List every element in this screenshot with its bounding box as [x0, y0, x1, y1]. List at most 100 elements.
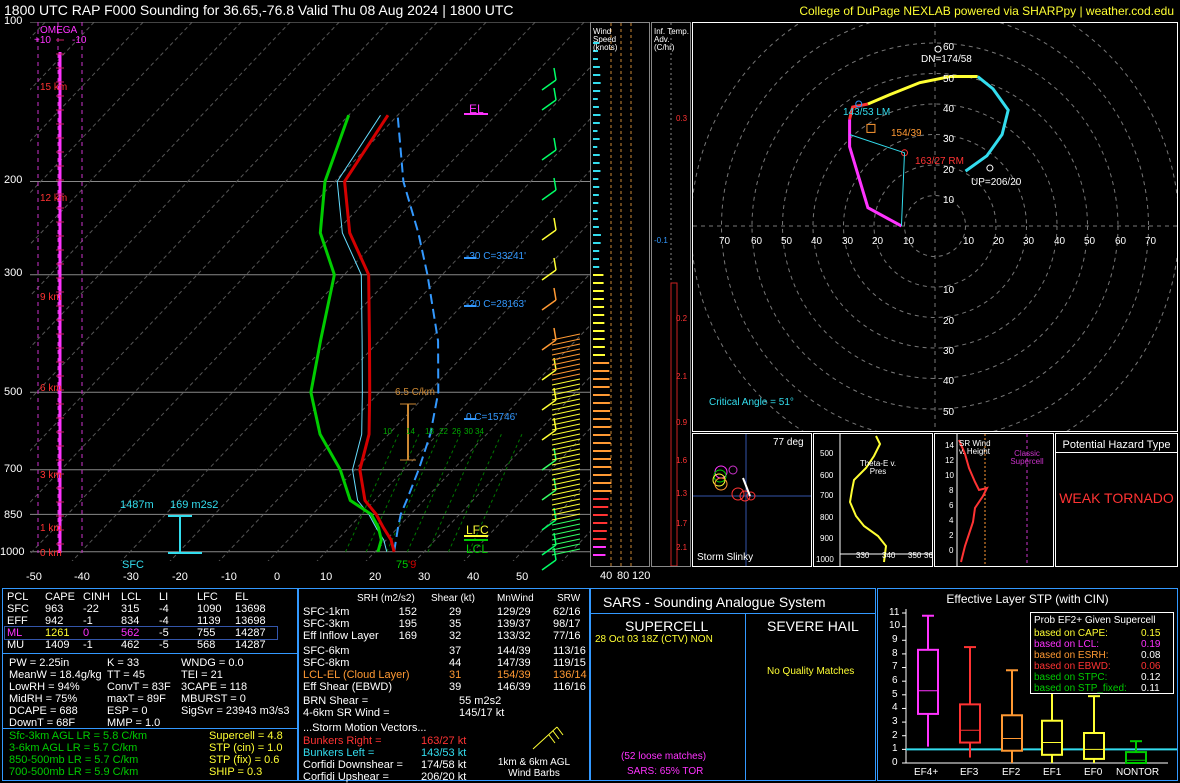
parcel-cell: 562: [119, 627, 157, 639]
thermo-value: LowRH = 94%: [9, 681, 102, 693]
inferred-adv-panel: Inf. Temp. Adv. (C/hr) 0.3 -0.1 0.2 2.1 …: [651, 22, 691, 567]
sr-wind-y-tick: 10: [945, 472, 954, 480]
stp-legend-value: 0.08: [1141, 651, 1160, 661]
sars-panel: SARS - Sounding Analogue System SUPERCEL…: [590, 588, 876, 781]
theta-x-tick: 350: [908, 552, 921, 560]
parcel-cell: 0: [81, 627, 119, 639]
stp-legend-label: based on EBWD:: [1034, 662, 1111, 672]
inferred-adv-value: 2.1: [676, 373, 687, 381]
wind-speed-bars: [591, 23, 649, 566]
profile-point: [369, 392, 370, 393]
kin-cell: 77/16: [553, 630, 581, 642]
stp-box: [1126, 752, 1146, 763]
stp-y-tick: 5: [892, 690, 898, 700]
sars-tor: SARS: 65% TOR: [627, 767, 703, 777]
height-label: 1 km: [40, 524, 62, 534]
thermo-col-1: PW = 2.25in MeanW = 18.4g/kg LowRH = 94%…: [9, 657, 102, 729]
brn-shear-label: BRN Shear =: [303, 696, 368, 707]
parcel-row-selected: ML 1261 0 562 -5 755 14287: [5, 627, 277, 639]
profile-point: [369, 340, 370, 341]
wind-speed-title: Wind Speed (knots): [593, 28, 633, 52]
hodo-ring-label: 30: [943, 135, 954, 145]
kin-row-label: SFC-1km: [303, 606, 379, 618]
lapse-rate: Sfc-3km AGL LR = 5.8 C/km: [9, 730, 147, 742]
dn-vector-label: DN=174/58: [921, 55, 972, 65]
parcel-cell: 462: [119, 639, 157, 651]
stp-y-tick: 4: [892, 703, 898, 713]
hodo-ring-label: 60: [943, 43, 954, 53]
parcel-cell: 1139: [195, 615, 233, 627]
parcel-cell: 963: [43, 603, 81, 615]
sr-wind-y-tick: 8: [949, 487, 953, 495]
motion-value: 143/53 kt: [421, 747, 466, 759]
inferred-adv-value: -0.1: [654, 237, 668, 245]
wind-barb-icon: [527, 723, 567, 753]
stp-legend-label: based on ESRH:: [1034, 651, 1109, 661]
hodo-x-tick: 10: [903, 237, 914, 247]
wind-barb-dense: [552, 434, 580, 440]
isotherm-line: [266, 22, 590, 563]
parcel-cell: 1090: [195, 603, 233, 615]
stp-legend: Prob EF2+ Given Supercell based on CAPE:…: [1030, 612, 1174, 694]
inferred-adv-value: 0.9: [676, 419, 687, 427]
critical-angle: Critical Angle = 51°: [709, 398, 794, 408]
isotherm-line: [168, 22, 590, 563]
kin-cell: 37: [449, 645, 461, 657]
kin-cell: 147/39: [497, 657, 531, 669]
composite-index: Supercell = 4.8: [209, 730, 283, 742]
composite-index: SHIP = 0.3: [209, 766, 283, 778]
wind-barb: [542, 300, 556, 310]
parcel-header: CINH: [81, 591, 119, 603]
kin-cell: 154/39: [497, 669, 531, 681]
wind-barb-flag: [554, 88, 556, 100]
pressure-tick: 700: [4, 464, 22, 475]
lfc-label: LFC: [466, 524, 489, 536]
inferred-adv-title: Inf. Temp. Adv. (C/hr): [654, 28, 690, 52]
inferred-adv-value: 1.7: [676, 520, 687, 528]
motion-value: 206/20 kt: [421, 771, 466, 783]
kin-row-label: Eff Inflow Layer: [303, 630, 379, 642]
storm-slinky-plot: [693, 434, 811, 566]
composite-index: STP (fix) = 0.6: [209, 754, 283, 766]
isotherm-line: [0, 22, 192, 563]
inferred-adv-value: 2.1: [676, 544, 687, 552]
wind-barb-dense: [552, 349, 580, 355]
profile-point: [381, 539, 382, 540]
hodograph-panel: 60 50 40 30 20 10 70 60 50 40 30 20 10 1…: [692, 22, 1178, 432]
profile-point: [310, 392, 311, 393]
wind-barb-dense: [552, 499, 580, 505]
wind-barb-dense: [552, 409, 580, 415]
parcel-header: LFC: [195, 591, 233, 603]
isotherm-line: [0, 22, 143, 563]
lapse-rate: 3-6km AGL LR = 5.7 C/km: [9, 742, 147, 754]
sr-wind-y-tick: 2: [949, 532, 953, 540]
surface-temperature: 75: [396, 560, 408, 571]
mixing-ratio-label: 18: [425, 428, 434, 436]
skewt-background: [0, 22, 590, 563]
parcel-cell: -22: [81, 603, 119, 615]
kinematics-panel: SRH (m2/s2) Shear (kt) MnWind SRW SFC-1k…: [298, 588, 590, 781]
kin-row-label: Eff Shear (EBWD): [303, 681, 410, 693]
eff-inflow-srh: 169 m2s2: [170, 500, 218, 511]
wind-barb-dense: [552, 494, 580, 500]
level-label: -30 C=33241': [466, 252, 526, 262]
mixing-ratio-label: 10: [383, 428, 392, 436]
stp-y-tick: 7: [892, 662, 898, 672]
lm-vector-label: 143/53 LM: [843, 108, 890, 118]
parcel-cell: EFF: [5, 615, 43, 627]
wind-barb-flag: [554, 178, 556, 190]
hodo-x-tick: 30: [1023, 237, 1034, 247]
stp-y-tick: 9: [892, 635, 898, 645]
hodo-ring-label: 40: [943, 105, 954, 115]
rm-vector-label: 163/27 RM: [915, 157, 964, 167]
motion-label: Corfidi Upshear =: [303, 771, 403, 783]
kin-cell: 44: [449, 657, 461, 669]
parcel-cell: -4: [157, 615, 195, 627]
hodo-x-tick: 70: [1145, 237, 1156, 247]
hodo-ring-label: 10: [943, 196, 954, 206]
thermo-col-3: WNDG = 0.0 TEI = 21 3CAPE = 118 MBURST =…: [181, 657, 290, 717]
temp-tick: 10: [320, 572, 332, 583]
stp-box: [960, 704, 980, 742]
thermo-value: PW = 2.25in: [9, 657, 102, 669]
mixing-ratio-label: 14: [406, 428, 415, 436]
